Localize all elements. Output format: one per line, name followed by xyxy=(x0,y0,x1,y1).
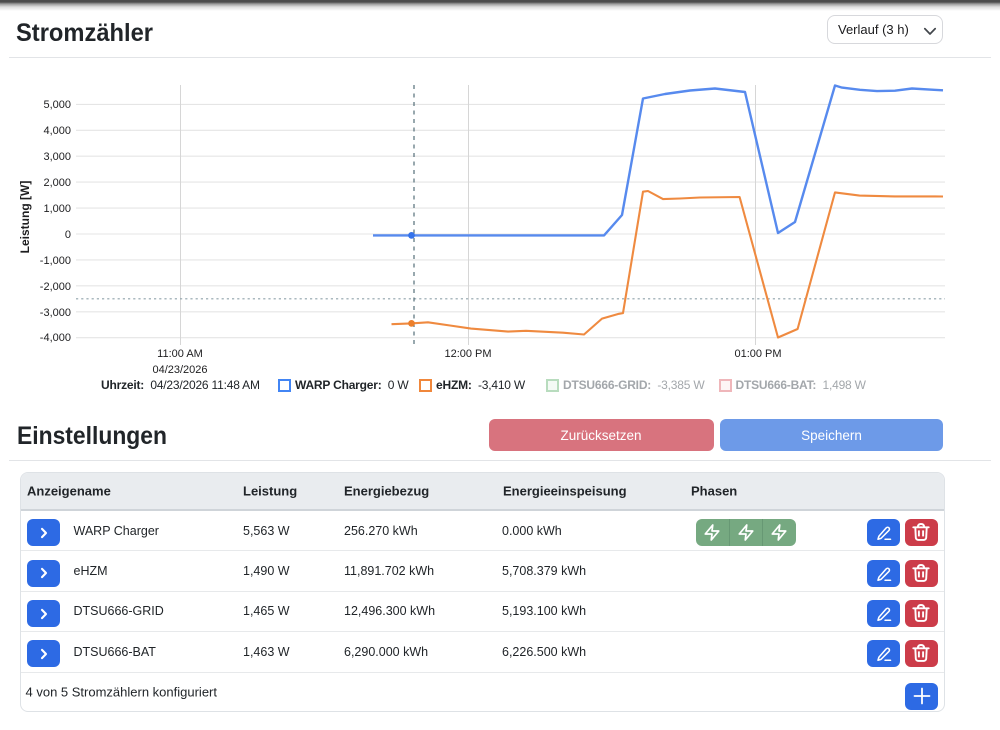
svg-text:-4,000: -4,000 xyxy=(40,332,71,344)
svg-text:3,000: 3,000 xyxy=(43,151,71,163)
svg-text:Leistung [W]: Leistung [W] xyxy=(18,181,32,254)
svg-text:-2,000: -2,000 xyxy=(40,281,71,293)
svg-text:5,000: 5,000 xyxy=(43,99,71,111)
svg-text:04/23/2026: 04/23/2026 xyxy=(152,364,207,376)
svg-text:4,000: 4,000 xyxy=(43,125,71,137)
svg-text:1,000: 1,000 xyxy=(43,203,71,215)
svg-text:12:00 PM: 12:00 PM xyxy=(444,348,491,360)
svg-text:11:00 AM: 11:00 AM xyxy=(157,348,203,360)
svg-text:2,000: 2,000 xyxy=(43,177,71,189)
svg-text:01:00 PM: 01:00 PM xyxy=(734,348,781,360)
svg-text:-1,000: -1,000 xyxy=(40,255,71,267)
svg-text:-3,000: -3,000 xyxy=(40,307,71,319)
svg-text:0: 0 xyxy=(65,229,71,241)
